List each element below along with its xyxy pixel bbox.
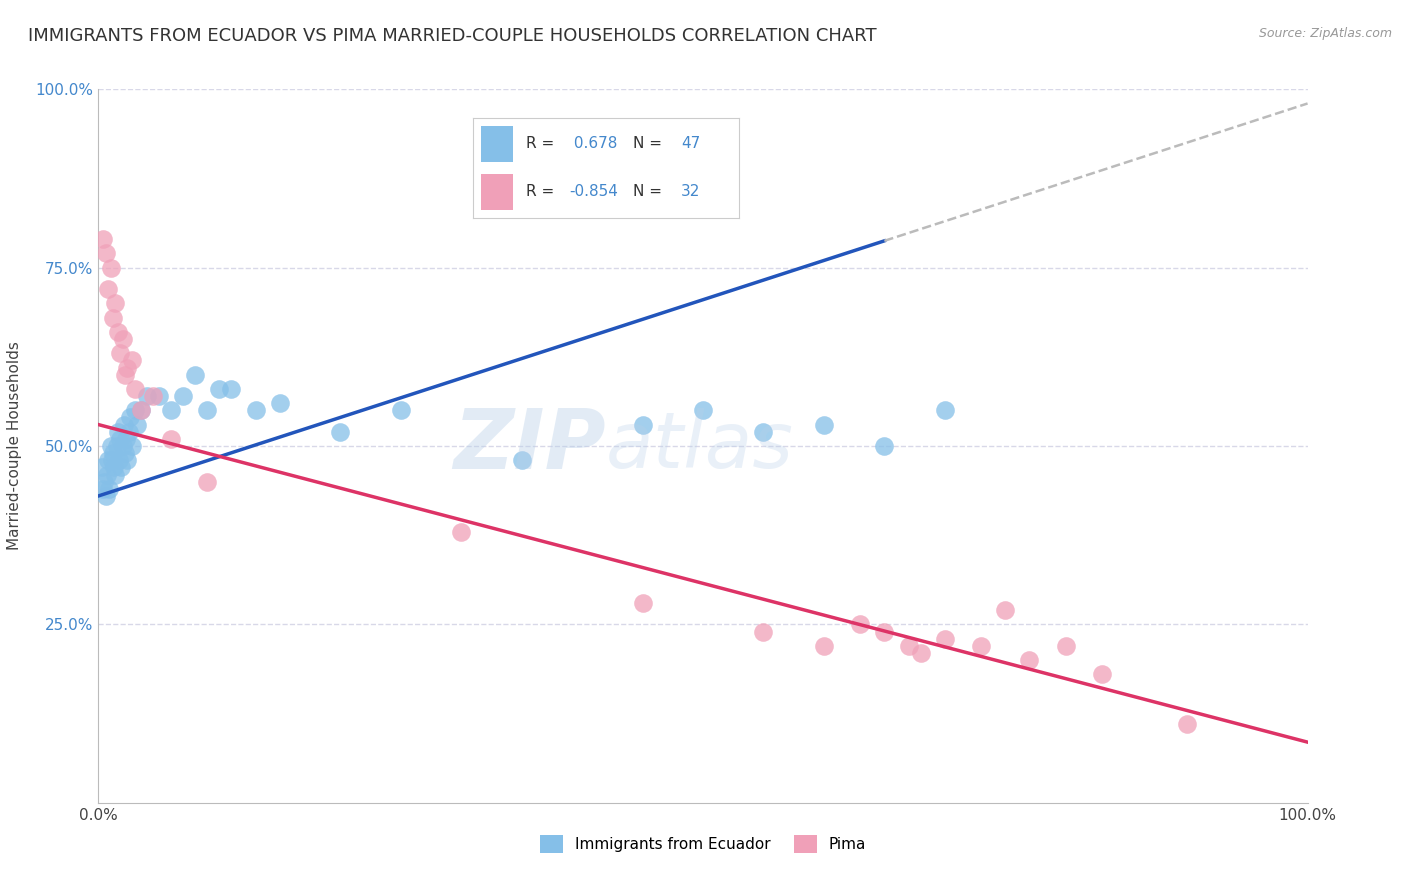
Point — [108, 346, 131, 360]
Point — [96, 467, 118, 482]
Point — [1175, 717, 1198, 731]
Point — [195, 475, 218, 489]
Text: ZIP: ZIP — [454, 406, 606, 486]
Point — [970, 639, 993, 653]
Point — [148, 389, 170, 403]
Point — [101, 446, 124, 460]
Point — [100, 453, 122, 467]
Text: IMMIGRANTS FROM ECUADOR VS PIMA MARRIED-COUPLE HOUSEHOLDS CORRELATION CHART: IMMIGRANTS FROM ECUADOR VS PIMA MARRIED-… — [28, 27, 877, 45]
Point — [910, 646, 932, 660]
Point — [813, 417, 835, 432]
Point — [1018, 653, 1040, 667]
Point — [91, 460, 114, 475]
Point — [389, 403, 412, 417]
Point — [94, 246, 117, 260]
Point — [129, 403, 152, 417]
Point — [111, 332, 134, 346]
Point — [160, 403, 183, 417]
Point — [160, 432, 183, 446]
Point — [269, 396, 291, 410]
Point — [118, 425, 141, 439]
Point — [105, 439, 128, 453]
Point — [98, 482, 121, 496]
Text: Source: ZipAtlas.com: Source: ZipAtlas.com — [1258, 27, 1392, 40]
Point — [117, 360, 139, 375]
Point — [121, 353, 143, 368]
Point — [107, 425, 129, 439]
Point — [135, 389, 157, 403]
Point — [129, 403, 152, 417]
Point — [124, 382, 146, 396]
Point — [184, 368, 207, 382]
Point — [208, 382, 231, 396]
Point — [112, 417, 135, 432]
Point — [91, 232, 114, 246]
Point — [873, 624, 896, 639]
Point — [127, 417, 149, 432]
Point — [752, 425, 775, 439]
Point — [107, 325, 129, 339]
Point — [103, 460, 125, 475]
Point — [91, 482, 114, 496]
Point — [104, 467, 127, 482]
Point — [510, 453, 533, 467]
Point — [849, 617, 872, 632]
Point — [221, 382, 243, 396]
Point — [110, 460, 132, 475]
Point — [108, 432, 131, 446]
Point — [934, 403, 956, 417]
Point — [934, 632, 956, 646]
Point — [873, 439, 896, 453]
Point — [100, 439, 122, 453]
Point — [97, 282, 120, 296]
Point — [631, 596, 654, 610]
Point — [114, 446, 136, 460]
Point — [631, 417, 654, 432]
Point — [101, 310, 124, 325]
Y-axis label: Married-couple Households: Married-couple Households — [7, 342, 21, 550]
Point — [142, 389, 165, 403]
Point — [994, 603, 1017, 617]
Point — [195, 403, 218, 417]
Point — [752, 624, 775, 639]
Point — [692, 403, 714, 417]
Point — [93, 475, 115, 489]
Point — [121, 439, 143, 453]
Point — [115, 432, 138, 446]
Point — [108, 453, 131, 467]
Point — [124, 403, 146, 417]
Point — [100, 260, 122, 275]
Point — [97, 453, 120, 467]
Point — [172, 389, 194, 403]
Point — [329, 425, 352, 439]
Point — [118, 410, 141, 425]
Text: atlas: atlas — [606, 408, 794, 484]
Point — [450, 524, 472, 539]
Point — [114, 368, 136, 382]
Point — [897, 639, 920, 653]
Point — [111, 439, 134, 453]
Point — [245, 403, 267, 417]
Point — [813, 639, 835, 653]
Point — [104, 296, 127, 310]
Point — [1054, 639, 1077, 653]
Point — [1091, 667, 1114, 681]
Point — [117, 453, 139, 467]
Point — [94, 489, 117, 503]
Legend: Immigrants from Ecuador, Pima: Immigrants from Ecuador, Pima — [534, 829, 872, 859]
